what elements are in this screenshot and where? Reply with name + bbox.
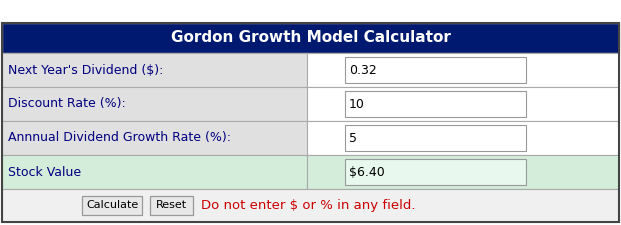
Bar (345, 125, 525, 151)
Bar (150, 196, 193, 215)
Text: Next Year's Dividend ($):: Next Year's Dividend ($): (8, 63, 163, 76)
Bar (82, 196, 142, 215)
Bar (307, 53, 619, 87)
Text: Annnual Dividend Growth Rate (%):: Annnual Dividend Growth Rate (%): (8, 131, 231, 144)
Text: 5: 5 (349, 131, 357, 144)
Bar (2, 155, 307, 189)
Bar (2, 121, 307, 155)
Bar (307, 155, 619, 189)
Text: Discount Rate (%):: Discount Rate (%): (8, 97, 125, 110)
Bar (345, 159, 525, 185)
Text: Do not enter $ or % in any field.: Do not enter $ or % in any field. (201, 199, 415, 212)
Bar (307, 87, 619, 121)
Text: 0.32: 0.32 (349, 63, 376, 76)
Text: Reset: Reset (156, 200, 188, 211)
Bar (2, 189, 619, 222)
Text: 10: 10 (349, 97, 365, 110)
Bar (345, 57, 525, 83)
Text: Gordon Growth Model Calculator: Gordon Growth Model Calculator (171, 31, 450, 45)
Bar (345, 91, 525, 117)
Text: Stock Value: Stock Value (8, 166, 81, 178)
Bar (2, 23, 619, 53)
Text: $6.40: $6.40 (349, 166, 384, 178)
Bar (307, 121, 619, 155)
Bar (2, 53, 307, 87)
Bar (2, 23, 619, 222)
Bar (2, 87, 307, 121)
Text: Calculate: Calculate (86, 200, 138, 211)
